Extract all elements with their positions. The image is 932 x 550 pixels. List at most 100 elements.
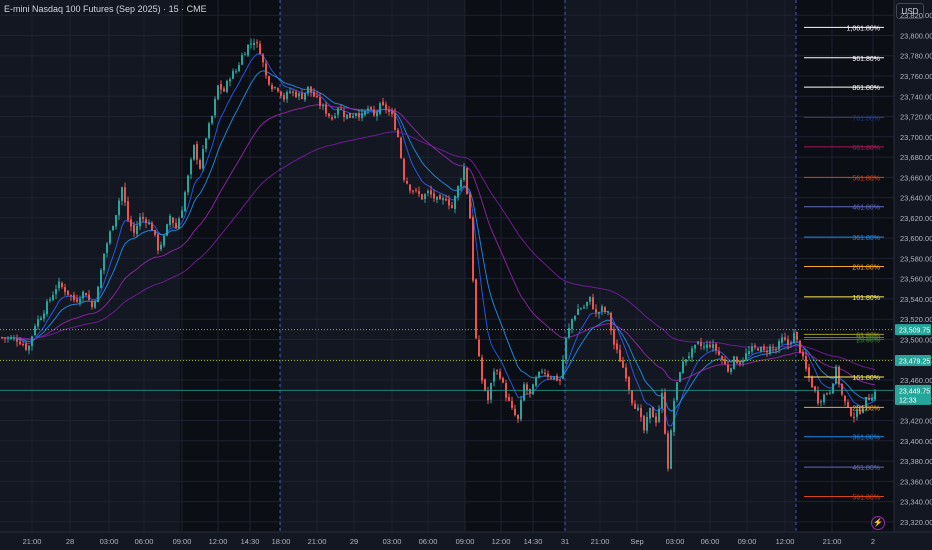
candle-body: [874, 391, 876, 400]
candle-body: [547, 373, 549, 377]
candle-body: [79, 299, 81, 303]
candle-body: [337, 108, 339, 115]
candle-body: [199, 160, 201, 169]
candle-body: [523, 384, 525, 401]
candle-body: [37, 319, 39, 327]
candle-body: [682, 361, 684, 374]
candle-body: [766, 350, 768, 353]
candle-body: [190, 159, 192, 175]
candle-body: [826, 393, 828, 395]
candle-body: [211, 116, 213, 124]
candle-body: [700, 342, 702, 346]
price-tick-label: 23,760.00: [900, 72, 932, 81]
candle-body: [433, 193, 435, 199]
fibonacci-extensions: 1,061.80% 961.80% 861.80% 761.80% 661.80% 561…: [804, 25, 884, 502]
candle-body: [70, 294, 72, 296]
candle-body: [442, 198, 444, 200]
candle-body: [553, 377, 555, 380]
candle-body: [688, 356, 690, 359]
candle-body: [469, 194, 471, 219]
candle-body: [448, 199, 450, 206]
candle-body: [295, 91, 297, 98]
candle-body: [460, 180, 462, 187]
candle-body: [340, 108, 342, 110]
candle-body: [7, 337, 9, 339]
candle-body: [115, 215, 117, 227]
candle-body: [253, 42, 255, 46]
candle-body: [169, 215, 171, 225]
candle-body: [727, 365, 729, 372]
candle-body: [157, 234, 159, 251]
candle-body: [358, 113, 360, 118]
time-tick-label: 03:00: [383, 537, 402, 546]
price-tick-label: 23,780.00: [900, 52, 932, 61]
candle-body: [202, 149, 204, 169]
candle-body: [832, 383, 834, 394]
currency-button[interactable]: USD: [896, 3, 924, 19]
time-tick-label: 2: [871, 537, 875, 546]
candle-body: [748, 351, 750, 355]
price-tag-box: [895, 354, 931, 366]
candle-body: [601, 306, 603, 312]
candle-body: [178, 218, 180, 230]
moving-average-line-fast: [1, 53, 876, 427]
candle-body: [472, 217, 474, 281]
candle-body: [55, 289, 57, 295]
candle-body: [187, 175, 189, 193]
candle-body: [82, 291, 84, 299]
fib-level-label: 961.80%: [852, 56, 880, 63]
candle-body: [607, 311, 609, 313]
candle-body: [13, 337, 15, 339]
price-tick-label: 23,640.00: [900, 194, 932, 203]
candle-body: [346, 114, 348, 119]
candle-body: [136, 225, 138, 235]
candle-body: [769, 346, 771, 354]
price-tick-label: 23,360.00: [900, 477, 932, 486]
candle-body: [388, 110, 390, 113]
candle-body: [160, 244, 162, 250]
candle-body: [184, 192, 186, 212]
candle-body: [466, 167, 468, 195]
candle-body: [502, 378, 504, 383]
candle-body: [850, 407, 852, 417]
candle-body: [589, 296, 591, 302]
candle-body: [838, 366, 840, 385]
alert-bolt-icon[interactable]: ⚡: [871, 516, 885, 530]
candle-body: [604, 307, 606, 312]
session-separators: [279, 0, 797, 532]
time-tick-label: Sep: [630, 537, 643, 546]
fib-level-label: 461.80%: [852, 465, 880, 472]
candle-body: [676, 382, 678, 400]
candle-body: [85, 293, 87, 296]
candle-body: [181, 210, 183, 218]
candle-body: [814, 386, 816, 392]
candle-body: [331, 117, 333, 120]
candle-body: [760, 346, 762, 352]
fib-level-label: 161.80%: [852, 375, 880, 382]
candle-body: [238, 65, 240, 72]
fib-level-label: 38.20%: [856, 335, 880, 342]
candle-body: [58, 281, 60, 289]
price-axis[interactable]: 23,320.00 23,340.00 23,360.00 23,380.00 23,4…: [900, 11, 932, 527]
candle-body: [127, 201, 129, 221]
fib-level-label: 23.60%: [856, 337, 880, 344]
candle-body: [544, 372, 546, 374]
candle-body: [31, 336, 33, 347]
time-axis[interactable]: 21:00 28 03:00 06:00 09:00 12:00 14:30 18:00 21:…: [23, 537, 875, 546]
candle-body: [661, 393, 663, 409]
candle-body: [379, 103, 381, 114]
fib-level-label: 361.80%: [852, 435, 880, 442]
candle-body: [265, 63, 267, 76]
candle-body: [373, 109, 375, 116]
candle-body: [646, 417, 648, 431]
fib-level-label: 561.80%: [852, 175, 880, 182]
candle-body: [10, 337, 12, 339]
candle-body: [274, 86, 276, 88]
candle-body: [430, 190, 432, 195]
candle-body: [319, 97, 321, 106]
fib-level-label: 261.80%: [852, 265, 880, 272]
candle-body: [145, 219, 147, 224]
fib-level-label: 861.80%: [852, 85, 880, 92]
price-tick-label: 23,400.00: [900, 437, 932, 446]
